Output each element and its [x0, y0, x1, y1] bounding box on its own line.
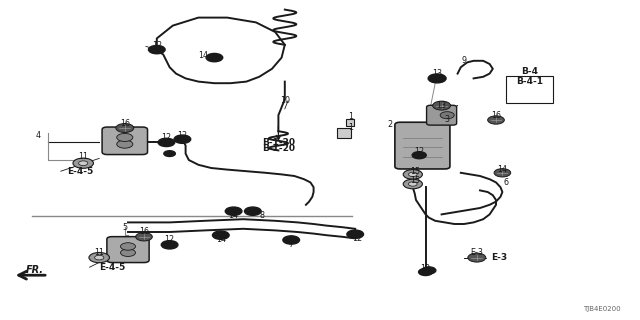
Text: B-1-20: B-1-20	[262, 144, 295, 153]
Circle shape	[161, 241, 178, 249]
Circle shape	[494, 169, 511, 177]
FancyBboxPatch shape	[506, 76, 553, 103]
Circle shape	[403, 170, 422, 179]
Circle shape	[347, 230, 364, 238]
FancyBboxPatch shape	[395, 122, 450, 169]
Circle shape	[422, 267, 436, 274]
Circle shape	[174, 135, 191, 143]
Text: 4: 4	[36, 132, 41, 140]
Text: 12: 12	[177, 131, 188, 140]
Circle shape	[120, 243, 136, 250]
Circle shape	[225, 207, 242, 215]
Circle shape	[212, 231, 229, 239]
Circle shape	[116, 133, 133, 141]
Circle shape	[440, 112, 454, 119]
Circle shape	[148, 45, 165, 54]
Circle shape	[408, 172, 417, 177]
Circle shape	[428, 74, 446, 83]
Circle shape	[206, 53, 223, 62]
Text: 12: 12	[420, 264, 431, 273]
Circle shape	[95, 255, 104, 260]
Text: FR.: FR.	[26, 265, 44, 276]
Text: 15: 15	[410, 167, 420, 176]
Circle shape	[283, 236, 300, 244]
FancyBboxPatch shape	[427, 105, 457, 125]
Text: E-3: E-3	[470, 248, 483, 257]
Text: 8: 8	[260, 212, 265, 220]
Circle shape	[468, 253, 486, 262]
Bar	[346, 119, 354, 126]
Text: 13: 13	[432, 69, 442, 78]
Text: 14: 14	[198, 51, 209, 60]
Text: 11: 11	[94, 248, 104, 257]
FancyBboxPatch shape	[107, 237, 149, 262]
Text: 14: 14	[228, 212, 239, 220]
FancyBboxPatch shape	[102, 127, 148, 155]
Text: 14: 14	[497, 165, 508, 174]
Text: 16: 16	[120, 119, 130, 128]
Circle shape	[116, 124, 134, 132]
Circle shape	[89, 252, 109, 263]
Circle shape	[412, 152, 426, 159]
Text: 12: 12	[152, 41, 162, 50]
Circle shape	[73, 158, 93, 168]
Circle shape	[120, 249, 136, 256]
Text: 1: 1	[348, 112, 353, 121]
Text: 5: 5	[122, 223, 127, 232]
Text: B-1-20: B-1-20	[262, 138, 295, 147]
Text: 12: 12	[414, 148, 424, 156]
Circle shape	[79, 161, 88, 165]
Circle shape	[403, 179, 422, 189]
Bar	[337, 128, 351, 138]
Circle shape	[433, 101, 451, 110]
Text: 9: 9	[461, 56, 467, 65]
Circle shape	[136, 233, 152, 241]
Text: 1: 1	[348, 124, 353, 132]
Text: 3: 3	[444, 116, 449, 124]
Circle shape	[408, 182, 417, 186]
Text: 10: 10	[280, 96, 290, 105]
Text: E-4-5: E-4-5	[99, 263, 125, 272]
Text: 15: 15	[410, 176, 420, 185]
Text: E-4-5: E-4-5	[67, 167, 93, 176]
Text: 6: 6	[503, 178, 508, 187]
Circle shape	[244, 207, 261, 215]
Circle shape	[419, 268, 433, 276]
Text: 7: 7	[289, 240, 294, 249]
Text: 12: 12	[352, 234, 362, 243]
Text: 13: 13	[436, 101, 447, 110]
Text: B-4-1: B-4-1	[516, 77, 543, 86]
Text: E-3: E-3	[491, 253, 508, 262]
Text: B-4: B-4	[522, 68, 538, 76]
Circle shape	[164, 151, 175, 156]
Circle shape	[488, 116, 504, 124]
Circle shape	[116, 140, 133, 148]
Text: 14: 14	[216, 236, 226, 244]
Circle shape	[158, 138, 175, 147]
Text: 2: 2	[388, 120, 393, 129]
Text: 12: 12	[164, 236, 175, 244]
Text: 16: 16	[491, 111, 501, 120]
Text: 12: 12	[161, 133, 172, 142]
Text: 11: 11	[78, 152, 88, 161]
Text: TJB4E0200: TJB4E0200	[583, 306, 621, 312]
Text: 16: 16	[139, 228, 149, 236]
